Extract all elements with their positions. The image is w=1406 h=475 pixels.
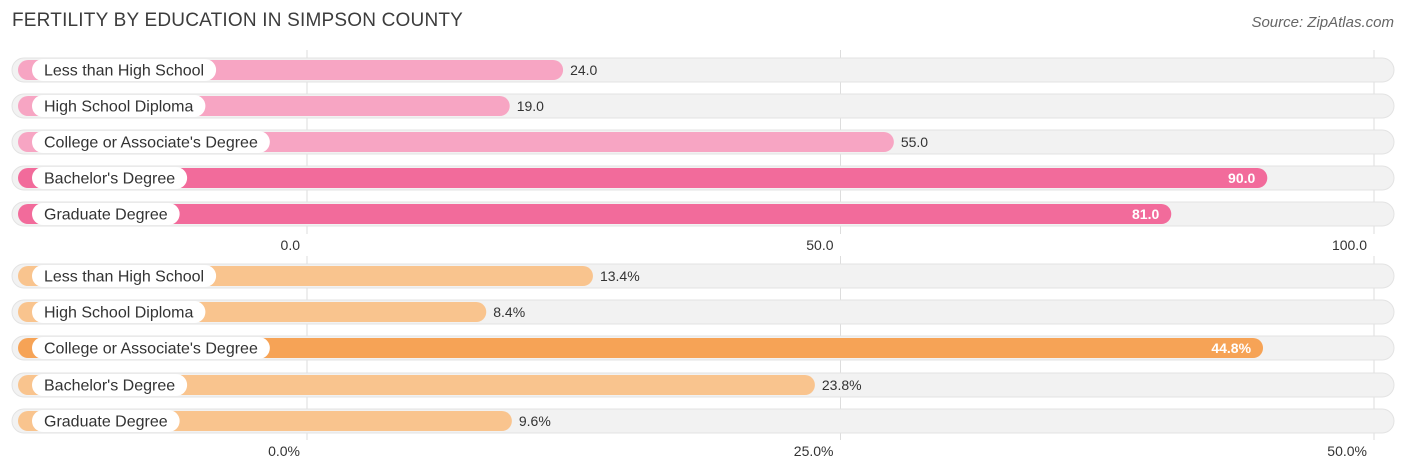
tick-label-1-0: 0.0% (268, 443, 300, 459)
value-label-1-1: 8.4% (493, 304, 525, 320)
value-label-0-1: 19.0 (517, 98, 544, 114)
value-label-1-0: 13.4% (600, 268, 640, 284)
bar-1-2 (18, 338, 1264, 358)
tick-label-0-0: 0.0 (281, 237, 301, 253)
bar-0-3 (18, 168, 1268, 188)
category-pill-1-0 (32, 265, 217, 287)
category-label-0-1: High School Diploma (44, 99, 194, 116)
category-label-0-2: College or Associate's Degree (44, 135, 258, 152)
value-label-1-3: 23.8% (822, 377, 862, 393)
value-label-0-4: 81.0 (1132, 206, 1159, 222)
tick-label-1-2: 50.0% (1327, 443, 1367, 459)
category-pill-0-2 (32, 131, 270, 153)
category-label-1-3: Bachelor's Degree (44, 378, 175, 395)
category-pill-0-1 (32, 95, 206, 117)
category-pill-0-0 (32, 59, 217, 81)
category-label-1-2: College or Associate's Degree (44, 341, 258, 358)
category-label-0-4: Graduate Degree (44, 207, 168, 224)
bar-1-3 (18, 375, 815, 395)
value-label-1-4: 9.6% (519, 413, 551, 429)
category-pill-0-4 (32, 203, 180, 225)
category-pill-1-1 (32, 301, 206, 323)
chart-source: Source: ZipAtlas.com (1251, 14, 1394, 31)
category-pill-1-4 (32, 410, 180, 432)
tick-label-1-1: 25.0% (794, 443, 834, 459)
chart-title: FERTILITY BY EDUCATION IN SIMPSON COUNTY (12, 10, 464, 31)
bar-0-4 (18, 204, 1172, 224)
category-label-1-4: Graduate Degree (44, 414, 168, 431)
category-pill-1-3 (32, 374, 188, 396)
value-label-0-2: 55.0 (901, 134, 928, 150)
category-label-0-3: Bachelor's Degree (44, 171, 175, 188)
tick-label-0-1: 50.0 (806, 237, 833, 253)
category-label-1-0: Less than High School (44, 269, 204, 286)
value-label-0-0: 24.0 (570, 62, 597, 78)
tick-label-0-2: 100.0 (1332, 237, 1367, 253)
value-label-1-2: 44.8% (1211, 340, 1251, 356)
category-pill-1-2 (32, 337, 270, 359)
value-label-0-3: 90.0 (1228, 170, 1255, 186)
category-label-1-1: High School Diploma (44, 305, 194, 322)
category-label-0-0: Less than High School (44, 63, 204, 80)
category-pill-0-3 (32, 167, 188, 189)
